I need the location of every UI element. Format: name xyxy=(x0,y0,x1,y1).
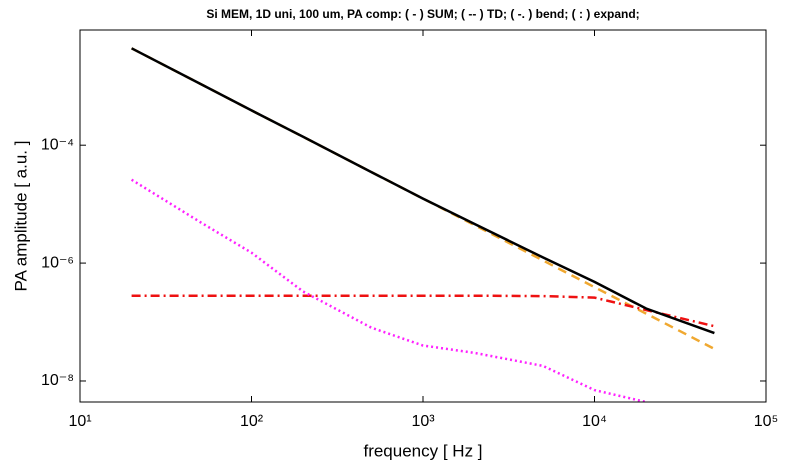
x-tick-label: 10¹ xyxy=(68,413,91,430)
y-tick-label: 10⁻⁴ xyxy=(41,136,74,153)
x-tick-label: 10⁵ xyxy=(754,413,778,430)
y-tick-label: 10⁻⁶ xyxy=(41,254,74,271)
series-line xyxy=(130,178,647,402)
series-line xyxy=(131,47,715,351)
x-tick-label: 10³ xyxy=(411,413,435,430)
chart-title: Si MEM, 1D uni, 100 um, PA comp: ( - ) S… xyxy=(206,7,639,21)
series-line xyxy=(131,47,715,335)
series-line xyxy=(131,294,715,328)
plot-area xyxy=(130,47,715,402)
x-tick-label: 10² xyxy=(240,413,264,430)
y-tick-label: 10⁻⁸ xyxy=(41,372,74,389)
x-tick-label: 10⁴ xyxy=(582,413,607,430)
y-axis-label: PA amplitude [ a.u. ] xyxy=(11,141,30,292)
x-axis-label: frequency [ Hz ] xyxy=(363,441,482,460)
